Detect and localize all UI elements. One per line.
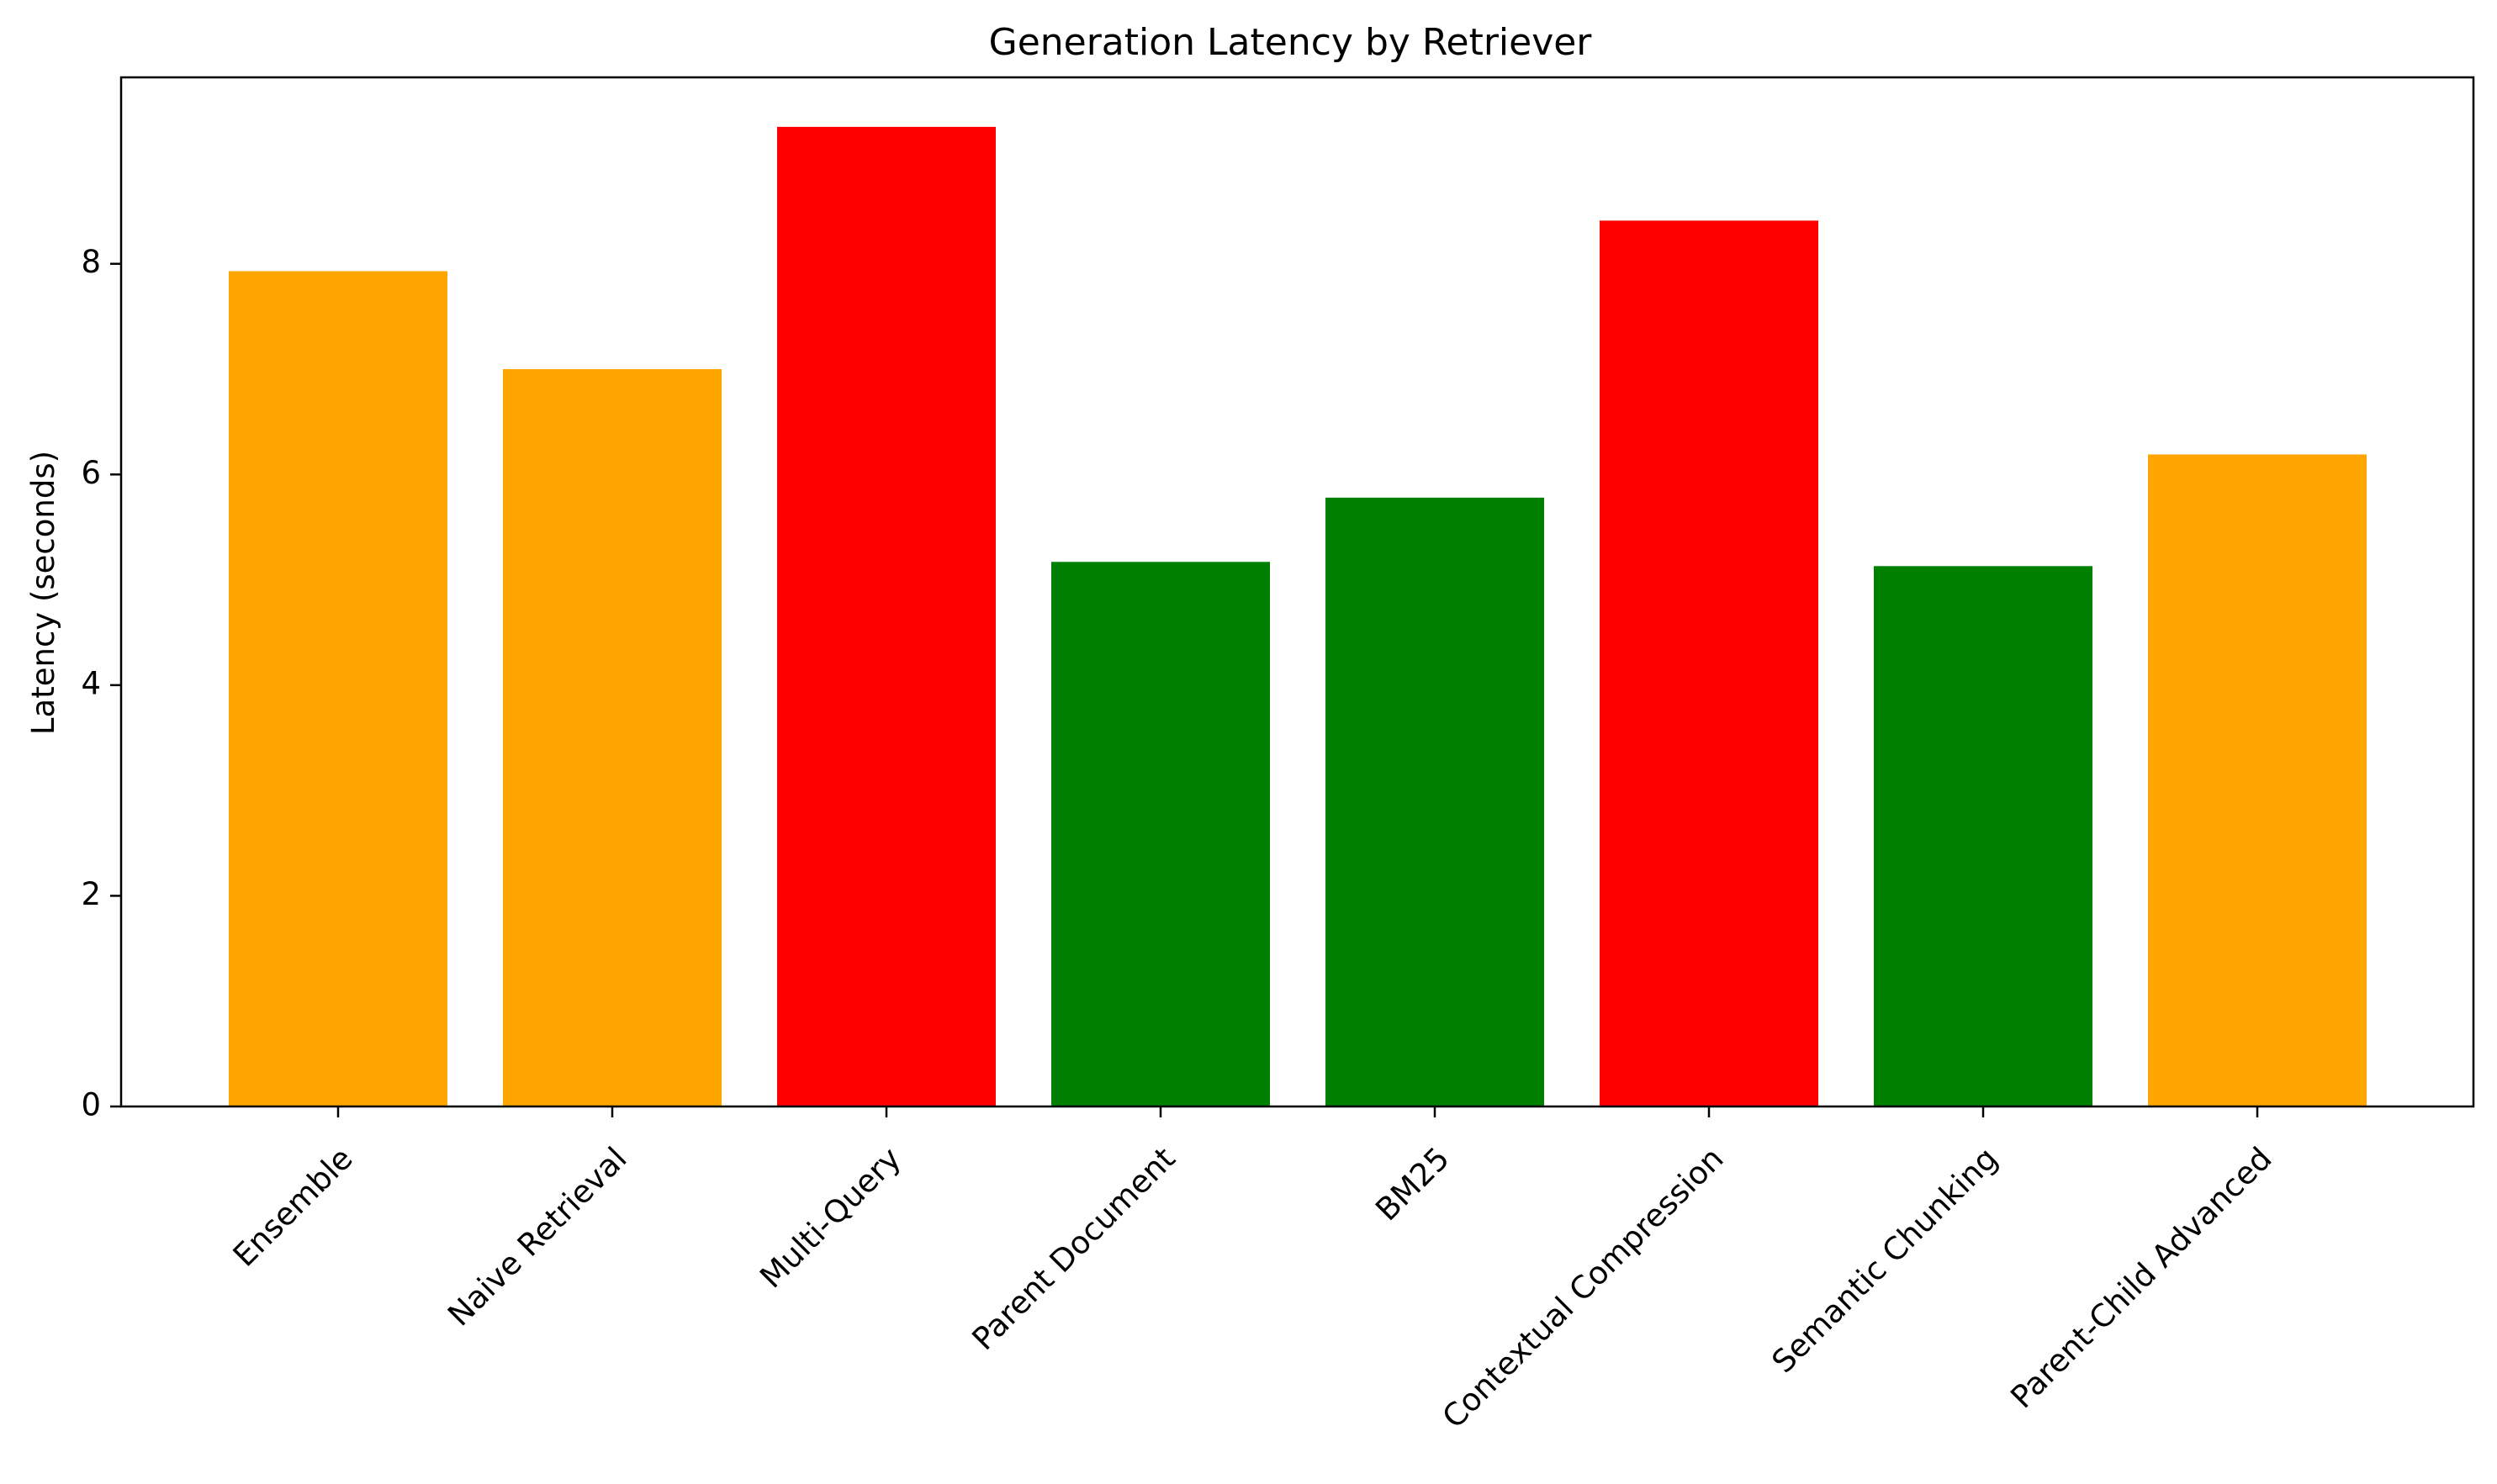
- y-tick-label: 6: [81, 455, 101, 491]
- y-tick-label: 2: [81, 876, 101, 912]
- x-tick-label: Semantic Chunking: [1765, 1140, 2005, 1380]
- x-ticks-layer: Ensemble Naive Retrieval Multi-Query Parent…: [226, 1106, 2279, 1435]
- bars-layer: [229, 126, 2367, 1107]
- bar-bm25: [1325, 497, 1544, 1106]
- x-tick-label: Parent Document: [965, 1140, 1182, 1357]
- bar-parent-document: [1051, 562, 1270, 1106]
- y-tick-label: 0: [81, 1087, 101, 1123]
- x-tick-label: Parent-Child Advanced: [2003, 1140, 2278, 1415]
- chart-title: Generation Latency by Retriever: [989, 21, 1593, 64]
- y-tick-label: 4: [81, 665, 101, 701]
- y-axis-label: Latency (seconds): [25, 451, 61, 735]
- x-tick-label: Multi-Query: [753, 1140, 907, 1295]
- y-ticks-layer: 0 2 4 6 8: [81, 244, 121, 1123]
- bar-parent-child-advanced: [2148, 454, 2367, 1106]
- bar-multi-query: [777, 126, 996, 1106]
- x-tick-label: Contextual Compression: [1436, 1140, 1731, 1435]
- bar-ensemble: [229, 271, 447, 1106]
- bar-contextual-compression: [1600, 220, 1818, 1106]
- x-tick-label: Naive Retrieval: [441, 1140, 633, 1333]
- bar-semantic-chunking: [1874, 566, 2092, 1106]
- bar-naive-retrieval: [503, 369, 722, 1107]
- y-tick-label: 8: [81, 244, 101, 280]
- x-tick-label: BM25: [1368, 1140, 1456, 1228]
- x-tick-label: Ensemble: [226, 1140, 360, 1274]
- plot-frame: [119, 76, 2475, 1108]
